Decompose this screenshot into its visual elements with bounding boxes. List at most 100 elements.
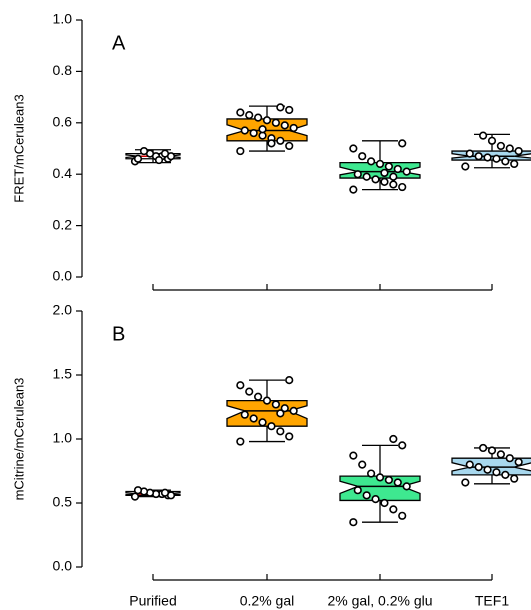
data-point xyxy=(271,400,280,409)
data-point xyxy=(380,498,389,508)
y-tick-label: 0.0 xyxy=(53,268,73,284)
data-point xyxy=(349,185,358,194)
data-point xyxy=(380,177,389,187)
data-point xyxy=(236,381,245,390)
data-point xyxy=(160,488,170,497)
data-point xyxy=(487,136,497,145)
panel-label: B xyxy=(112,323,125,345)
data-point xyxy=(474,152,483,161)
data-point xyxy=(375,159,385,169)
data-point xyxy=(465,149,474,158)
y-tick-label: 0.5 xyxy=(53,494,73,510)
data-point xyxy=(240,126,249,135)
data-point xyxy=(254,392,263,401)
data-point xyxy=(398,139,407,148)
data-point xyxy=(398,182,407,192)
data-point xyxy=(371,495,380,504)
data-point xyxy=(510,159,519,169)
data-point xyxy=(375,473,385,482)
data-point xyxy=(505,454,514,463)
data-point xyxy=(496,141,505,151)
data-point xyxy=(389,180,398,189)
data-point xyxy=(398,511,407,520)
y-tick-label: 0.6 xyxy=(53,114,73,130)
data-point xyxy=(389,505,398,514)
x-tick-label: Purified xyxy=(129,593,176,609)
data-point xyxy=(505,144,514,153)
data-point xyxy=(492,154,501,163)
data-point xyxy=(289,123,298,133)
data-point xyxy=(258,125,267,134)
data-point xyxy=(133,154,143,163)
panel-label: A xyxy=(112,32,126,54)
data-point xyxy=(483,153,492,162)
data-point xyxy=(384,475,393,485)
data-point xyxy=(398,441,407,450)
data-point xyxy=(236,437,245,446)
data-point xyxy=(514,146,523,156)
data-point xyxy=(492,468,501,477)
y-tick-label: 0.0 xyxy=(53,558,73,574)
data-point xyxy=(154,155,164,165)
data-point xyxy=(402,482,411,491)
data-point xyxy=(267,422,276,431)
data-point xyxy=(389,172,398,181)
data-point xyxy=(510,474,519,483)
data-point xyxy=(285,376,294,385)
data-point xyxy=(285,141,294,151)
data-point xyxy=(465,460,474,469)
data-point xyxy=(249,128,258,138)
y-tick-label: 0.8 xyxy=(53,62,73,78)
data-point xyxy=(276,427,285,436)
data-point xyxy=(349,144,358,153)
data-point xyxy=(389,434,398,444)
data-point xyxy=(130,492,140,501)
data-point xyxy=(393,164,402,174)
data-point xyxy=(371,175,380,184)
data-point xyxy=(249,414,258,423)
y-axis-label: FRET/mCerulean3 xyxy=(11,94,26,202)
data-point xyxy=(380,168,389,178)
data-point xyxy=(501,470,510,479)
data-point xyxy=(236,108,245,117)
data-point xyxy=(362,172,371,181)
data-point xyxy=(254,113,263,122)
data-point xyxy=(367,157,376,166)
data-point xyxy=(285,105,294,115)
data-point xyxy=(349,451,358,460)
data-point xyxy=(258,418,267,427)
data-point xyxy=(353,170,362,179)
data-point xyxy=(367,469,376,478)
data-point xyxy=(479,131,488,140)
x-tick-label: 2% gal, 0.2% glu xyxy=(327,593,432,609)
y-axis-label: mCitrine/mCerulean3 xyxy=(11,378,26,501)
data-point xyxy=(461,162,470,171)
data-point xyxy=(236,146,245,156)
data-point xyxy=(262,396,272,405)
data-point xyxy=(160,149,170,158)
data-point xyxy=(280,121,289,130)
data-point xyxy=(362,491,371,500)
y-tick-label: 0.4 xyxy=(53,165,73,181)
data-point xyxy=(276,409,285,418)
data-point xyxy=(245,110,254,120)
data-point xyxy=(501,157,510,166)
data-point xyxy=(402,167,411,176)
data-point xyxy=(245,387,254,396)
data-point xyxy=(271,118,280,127)
data-point xyxy=(358,460,367,469)
data-point xyxy=(133,486,143,495)
data-point xyxy=(349,518,358,527)
y-tick-label: 0.2 xyxy=(53,216,73,232)
data-point xyxy=(276,136,285,145)
y-tick-label: 2.0 xyxy=(53,302,73,318)
data-point xyxy=(393,478,402,487)
data-point xyxy=(289,406,298,415)
data-point xyxy=(139,146,149,156)
y-tick-label: 1.0 xyxy=(53,11,73,27)
data-point xyxy=(280,404,289,413)
data-point xyxy=(258,131,267,140)
data-point xyxy=(353,486,362,495)
